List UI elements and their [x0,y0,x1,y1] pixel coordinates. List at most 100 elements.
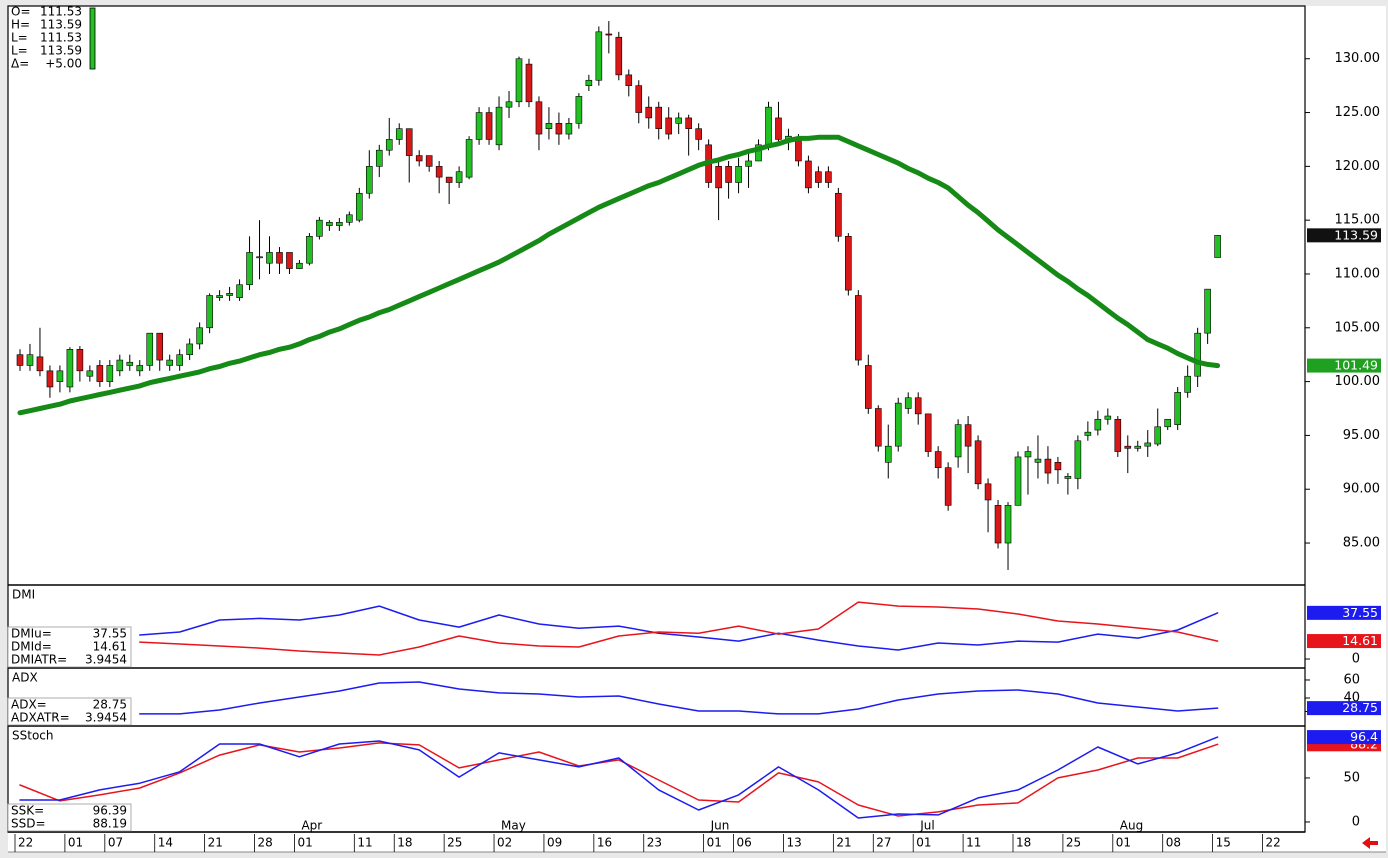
candle-body [266,252,273,264]
candle-body [465,139,473,178]
scroll-arrow[interactable] [1362,837,1378,849]
candle-body [276,252,283,264]
candle-body [395,128,403,140]
candle-body [1144,442,1152,447]
candle-body [316,219,323,237]
candle-body [795,139,802,162]
candle-body [1114,418,1122,452]
value-tag-label: 96.4 [1350,729,1378,744]
readout-label: ADXATR= [11,711,70,725]
candle-body [725,166,732,183]
candle-body [1014,456,1022,506]
x-tick-label: 21 [208,836,223,850]
x-tick-label: 23 [647,836,662,850]
candle-body [715,166,722,189]
x-tick-label: 07 [108,836,123,850]
value-tag [1307,228,1381,243]
moving-average [17,134,1221,416]
candle-body [954,424,962,458]
candle-body [934,451,942,468]
candle-body [425,155,433,167]
candle-body [166,359,173,366]
readout-value: 14.61 [93,640,127,654]
candle-body [146,332,154,366]
candle-body [1134,445,1142,449]
candle-body [415,155,423,162]
candle-body [555,123,563,135]
candle-body [1194,332,1201,377]
readout-label: L= [11,44,28,58]
x-tick-label: 06 [737,836,752,850]
candle-body [745,160,752,167]
candle-body [56,370,64,382]
candle-body [1214,235,1221,258]
candle-body [575,96,583,124]
readout-value: 113.59 [40,18,82,32]
candle-body [835,192,842,237]
y-tick-label: 0 [1352,814,1360,829]
candle-body [864,365,872,409]
readout-label: DMIATR= [11,653,67,667]
y-tick-label: 95.00 [1343,428,1380,443]
value-tag [1307,605,1381,620]
candle-body [76,349,84,372]
candle-body [246,252,253,286]
readout-value: 111.53 [40,31,82,45]
x-tick-label: 18 [1016,836,1031,850]
candle-body [805,160,812,189]
candle-body [445,176,453,183]
panel-title: SStoch [12,729,53,743]
candle-body [855,295,862,361]
candle-body [675,117,682,124]
x-tick-label: 11 [966,836,981,850]
candle-body [1204,288,1211,334]
readout-label: O= [11,5,31,19]
month-label: Jul [919,819,934,833]
x-tick-label: 09 [547,836,562,850]
candle-body [645,106,653,119]
candle-body [336,222,343,226]
candle-body [296,262,303,269]
candle-body [984,483,992,501]
candle-body [116,359,124,372]
candle-body [1124,445,1132,449]
readout-value: 28.75 [93,698,127,712]
candle-body [974,440,982,485]
candle-body [1164,418,1171,428]
x-tick-label: 08 [1166,836,1181,850]
candle-body [96,365,104,382]
candle-body [914,397,922,415]
candle-body [306,236,313,264]
candle-body [256,256,263,259]
candle-body [874,408,882,447]
panel-title: ADX [12,671,38,685]
readout-label: Δ= [11,57,29,71]
candle-body [1104,415,1112,420]
candle-body [825,171,832,183]
readout-label: SSK= [11,804,44,818]
candle-body [485,112,493,140]
readout-label: SSD= [11,817,46,831]
indicator-line [19,742,1219,817]
candle-body [765,106,772,146]
readout-value: +5.00 [45,57,82,71]
candle-body [495,106,503,146]
x-tick-label: 25 [447,836,462,850]
indicator-line [139,601,1219,656]
candle-body [286,252,293,269]
indicator-line [139,681,1219,715]
y-tick-label: 130.00 [1335,51,1381,66]
candle-body [615,36,623,76]
candle-body [994,505,1002,544]
candle-body [186,343,193,355]
candle-body [26,354,34,366]
candle-body [595,31,603,81]
x-tick-label: 16 [597,836,612,850]
y-tick-label: 105.00 [1335,320,1381,335]
candle-body [1094,418,1102,431]
readout-box [7,697,132,726]
readout-label: DMIu= [11,627,52,641]
readout-label: H= [11,18,30,32]
readout-value: 3.9454 [85,653,127,667]
candle-body [505,101,513,108]
